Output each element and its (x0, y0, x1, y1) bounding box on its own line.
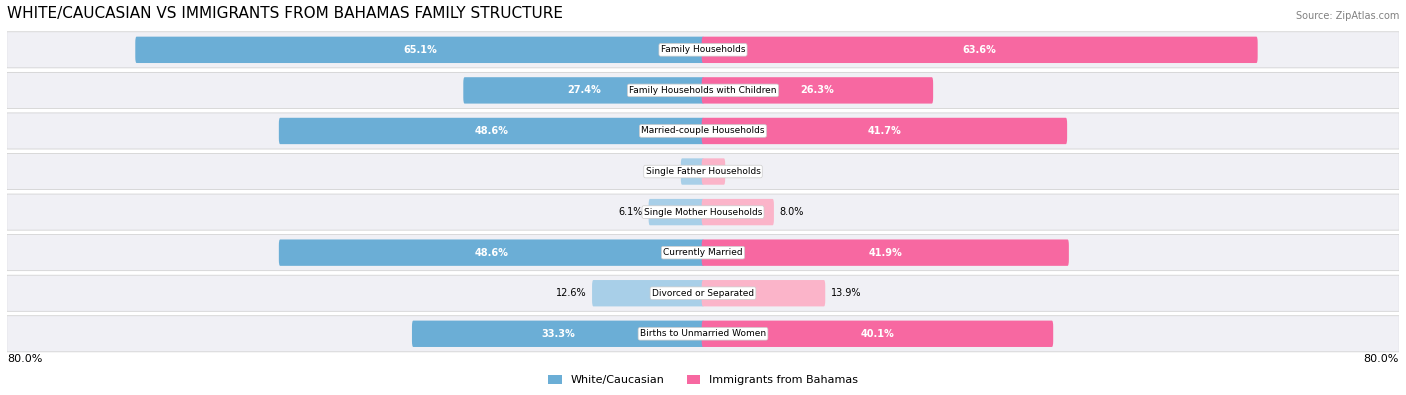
Text: Births to Unmarried Women: Births to Unmarried Women (640, 329, 766, 338)
Text: WHITE/CAUCASIAN VS IMMIGRANTS FROM BAHAMAS FAMILY STRUCTURE: WHITE/CAUCASIAN VS IMMIGRANTS FROM BAHAM… (7, 6, 562, 21)
Text: Source: ZipAtlas.com: Source: ZipAtlas.com (1296, 11, 1399, 21)
FancyBboxPatch shape (592, 280, 704, 307)
FancyBboxPatch shape (702, 77, 934, 103)
FancyBboxPatch shape (7, 32, 1399, 68)
FancyBboxPatch shape (702, 118, 1067, 144)
FancyBboxPatch shape (702, 158, 725, 185)
FancyBboxPatch shape (7, 154, 1399, 190)
Text: 65.1%: 65.1% (404, 45, 437, 55)
Text: 41.9%: 41.9% (869, 248, 903, 258)
Text: 33.3%: 33.3% (541, 329, 575, 339)
Text: Divorced or Separated: Divorced or Separated (652, 289, 754, 298)
FancyBboxPatch shape (7, 72, 1399, 109)
FancyBboxPatch shape (702, 239, 1069, 266)
FancyBboxPatch shape (278, 118, 704, 144)
FancyBboxPatch shape (135, 37, 704, 63)
Text: Family Households: Family Households (661, 45, 745, 55)
Text: Family Households with Children: Family Households with Children (630, 86, 776, 95)
Text: Single Father Households: Single Father Households (645, 167, 761, 176)
FancyBboxPatch shape (7, 275, 1399, 311)
Text: 48.6%: 48.6% (475, 126, 509, 136)
Text: 2.4%: 2.4% (731, 167, 755, 177)
FancyBboxPatch shape (648, 199, 704, 225)
Text: 8.0%: 8.0% (779, 207, 804, 217)
FancyBboxPatch shape (278, 239, 704, 266)
Text: Single Mother Households: Single Mother Households (644, 208, 762, 216)
FancyBboxPatch shape (464, 77, 704, 103)
Text: 2.4%: 2.4% (651, 167, 675, 177)
Text: 26.3%: 26.3% (800, 85, 834, 96)
FancyBboxPatch shape (702, 280, 825, 307)
Text: 6.1%: 6.1% (619, 207, 643, 217)
FancyBboxPatch shape (412, 321, 704, 347)
Text: 48.6%: 48.6% (475, 248, 509, 258)
Text: 27.4%: 27.4% (567, 85, 600, 96)
Legend: White/Caucasian, Immigrants from Bahamas: White/Caucasian, Immigrants from Bahamas (543, 369, 863, 391)
FancyBboxPatch shape (7, 194, 1399, 230)
Text: Married-couple Households: Married-couple Households (641, 126, 765, 135)
Text: 80.0%: 80.0% (1364, 354, 1399, 364)
FancyBboxPatch shape (7, 316, 1399, 352)
FancyBboxPatch shape (7, 235, 1399, 271)
Text: 13.9%: 13.9% (831, 288, 862, 298)
Text: 41.7%: 41.7% (868, 126, 901, 136)
Text: 40.1%: 40.1% (860, 329, 894, 339)
FancyBboxPatch shape (702, 321, 1053, 347)
FancyBboxPatch shape (702, 37, 1258, 63)
Text: 80.0%: 80.0% (7, 354, 42, 364)
FancyBboxPatch shape (7, 113, 1399, 149)
FancyBboxPatch shape (681, 158, 704, 185)
Text: 12.6%: 12.6% (555, 288, 586, 298)
Text: Currently Married: Currently Married (664, 248, 742, 257)
Text: 63.6%: 63.6% (963, 45, 997, 55)
FancyBboxPatch shape (702, 199, 773, 225)
